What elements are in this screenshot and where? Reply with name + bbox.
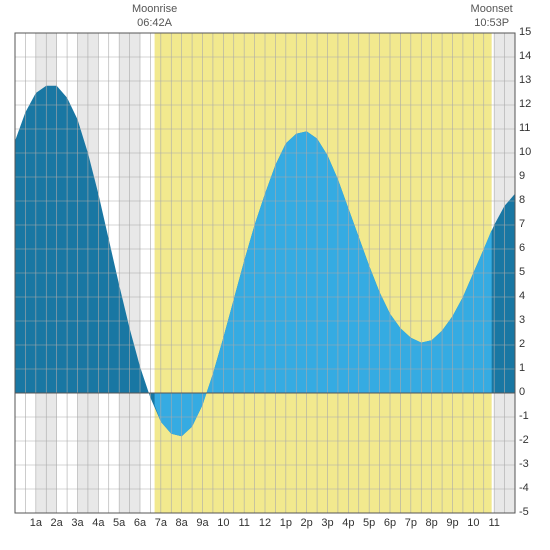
- y-tick-label: 14: [519, 50, 531, 62]
- y-tick-label: 15: [519, 26, 531, 38]
- y-tick-label: 13: [519, 74, 531, 86]
- x-tick-label: 1p: [277, 517, 295, 529]
- y-tick-label: 9: [519, 170, 525, 182]
- y-tick-label: 11: [519, 122, 530, 134]
- x-tick-label: 3p: [319, 517, 337, 529]
- x-tick-label: 3a: [69, 517, 87, 529]
- x-tick-label: 11: [235, 517, 253, 529]
- x-tick-label: 4a: [89, 517, 107, 529]
- x-tick-label: 2p: [298, 517, 316, 529]
- y-tick-label: -1: [519, 410, 529, 422]
- y-tick-label: 6: [519, 242, 525, 254]
- y-tick-label: 7: [519, 218, 525, 230]
- y-tick-label: 5: [519, 266, 525, 278]
- x-tick-label: 6p: [381, 517, 399, 529]
- x-tick-label: 10: [214, 517, 232, 529]
- x-tick-label: 9p: [444, 517, 462, 529]
- x-tick-label: 6a: [131, 517, 149, 529]
- y-tick-label: -2: [519, 434, 529, 446]
- y-tick-label: 8: [519, 194, 525, 206]
- y-tick-label: -3: [519, 458, 529, 470]
- y-tick-label: -4: [519, 482, 529, 494]
- x-tick-label: 5p: [360, 517, 378, 529]
- y-tick-label: 0: [519, 386, 525, 398]
- y-tick-label: 2: [519, 338, 525, 350]
- x-tick-label: 9a: [194, 517, 212, 529]
- x-tick-label: 10: [464, 517, 482, 529]
- chart-svg: [0, 0, 550, 550]
- x-tick-label: 12: [256, 517, 274, 529]
- x-tick-label: 11: [485, 517, 503, 529]
- x-tick-label: 5a: [110, 517, 128, 529]
- x-tick-label: 7a: [152, 517, 170, 529]
- y-tick-label: -5: [519, 506, 529, 518]
- y-tick-label: 10: [519, 146, 531, 158]
- y-tick-label: 4: [519, 290, 525, 302]
- y-tick-label: 12: [519, 98, 531, 110]
- y-tick-label: 1: [519, 362, 525, 374]
- y-tick-label: 3: [519, 314, 525, 326]
- x-tick-label: 1a: [27, 517, 45, 529]
- x-tick-label: 8a: [173, 517, 191, 529]
- tide-chart: Moonrise 06:42A Moonset 10:53P 1a2a3a4a5…: [0, 0, 550, 550]
- x-tick-label: 2a: [48, 517, 66, 529]
- x-tick-label: 8p: [423, 517, 441, 529]
- x-tick-label: 4p: [339, 517, 357, 529]
- x-tick-label: 7p: [402, 517, 420, 529]
